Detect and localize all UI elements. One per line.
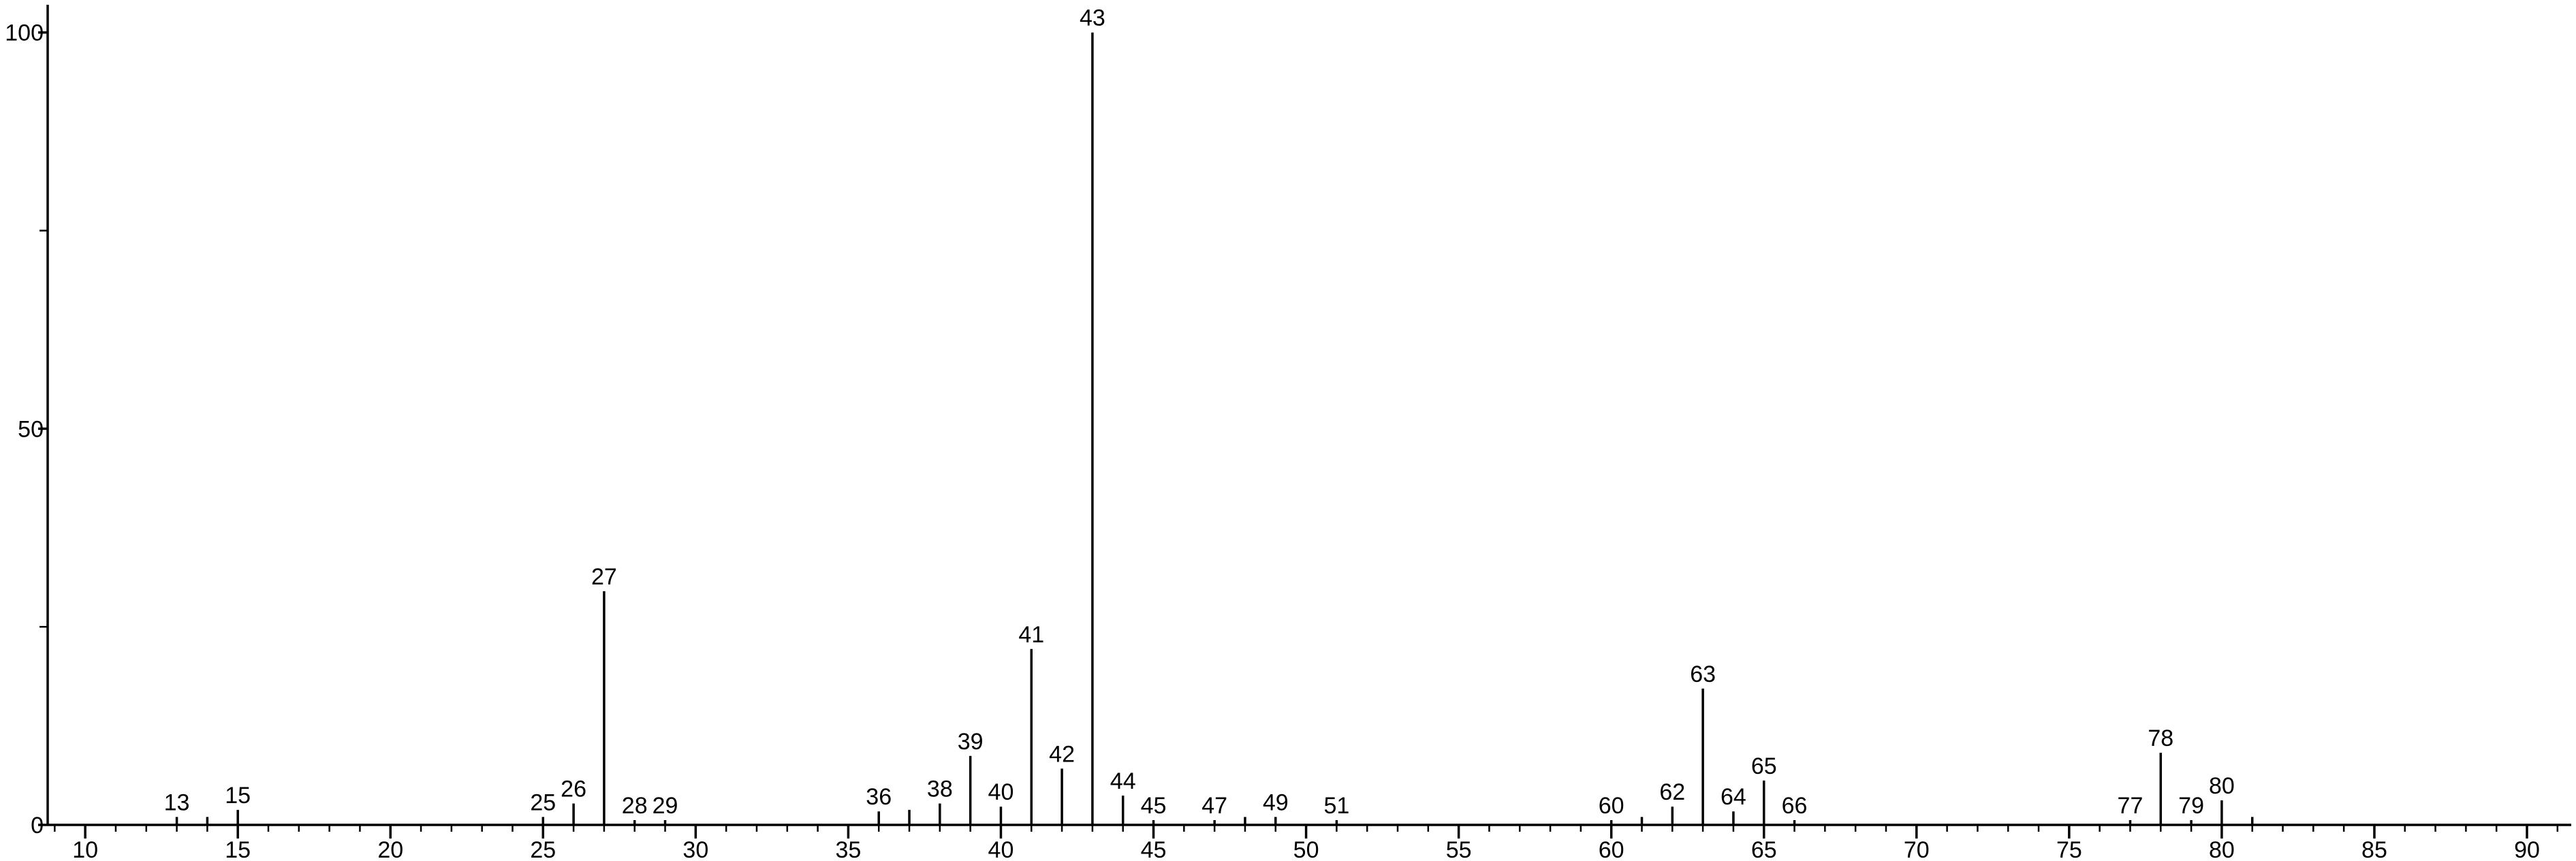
peak-label: 38 — [927, 777, 953, 802]
x-tick-label: 20 — [377, 837, 403, 861]
x-tick-label: 90 — [2514, 837, 2540, 861]
peak-label: 42 — [1049, 741, 1075, 767]
peak-label: 25 — [530, 789, 556, 815]
x-tick-label: 70 — [1904, 837, 1930, 861]
peak-label: 60 — [1599, 793, 1624, 819]
x-tick-label: 10 — [72, 837, 98, 861]
peak-label: 80 — [2209, 773, 2235, 799]
x-tick-label: 30 — [682, 837, 708, 861]
x-tick-label: 50 — [1293, 837, 1319, 861]
peak-label: 45 — [1141, 793, 1167, 819]
peak-label: 78 — [2148, 725, 2173, 751]
peak-label: 28 — [622, 793, 648, 819]
peak-label: 43 — [1080, 5, 1105, 31]
peak-label: 49 — [1263, 789, 1289, 815]
peak-label: 62 — [1659, 779, 1685, 805]
peak-label: 36 — [866, 784, 892, 810]
y-tick-label: 50 — [18, 416, 44, 442]
peak-label: 40 — [988, 779, 1014, 805]
peak-label: 39 — [958, 729, 984, 755]
peak-label: 66 — [1782, 793, 1808, 819]
peak-label: 13 — [164, 789, 190, 815]
peak-label: 63 — [1690, 661, 1716, 687]
x-tick-label: 80 — [2209, 837, 2235, 861]
x-tick-label: 40 — [988, 837, 1014, 861]
y-tick-label: 0 — [31, 813, 44, 839]
x-tick-label: 85 — [2361, 837, 2387, 861]
x-tick-label: 35 — [835, 837, 861, 861]
x-tick-label: 60 — [1599, 837, 1624, 861]
x-tick-label: 25 — [530, 837, 556, 861]
x-tick-label: 55 — [1446, 837, 1472, 861]
peak-label: 64 — [1721, 784, 1746, 810]
peak-label: 44 — [1110, 768, 1136, 794]
y-tick-label: 100 — [5, 20, 44, 46]
peak-label: 51 — [1323, 793, 1349, 819]
peak-label: 29 — [653, 793, 678, 819]
peak-label: 79 — [2178, 793, 2204, 819]
x-tick-label: 45 — [1141, 837, 1167, 861]
peak-label: 26 — [561, 777, 586, 802]
peak-label: 41 — [1018, 622, 1044, 648]
x-tick-label: 75 — [2056, 837, 2082, 861]
peak-label: 15 — [225, 783, 251, 809]
x-tick-label: 65 — [1751, 837, 1777, 861]
peak-label: 47 — [1201, 793, 1227, 819]
x-tick-label: 15 — [225, 837, 251, 861]
peak-label: 77 — [2118, 793, 2143, 819]
peak-label: 65 — [1751, 753, 1777, 779]
peak-label: 27 — [591, 564, 617, 590]
